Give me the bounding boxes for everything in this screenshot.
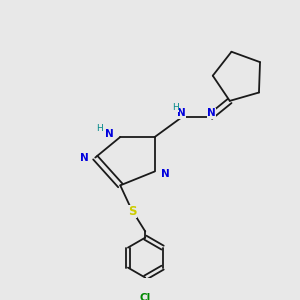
Text: N: N: [105, 129, 114, 139]
Text: Cl: Cl: [140, 293, 151, 300]
Text: S: S: [128, 205, 136, 218]
Text: N: N: [207, 108, 216, 118]
Text: N: N: [80, 153, 89, 163]
Text: H: H: [96, 124, 103, 133]
Text: H: H: [172, 103, 179, 112]
Text: N: N: [177, 108, 185, 118]
Text: N: N: [161, 169, 170, 179]
